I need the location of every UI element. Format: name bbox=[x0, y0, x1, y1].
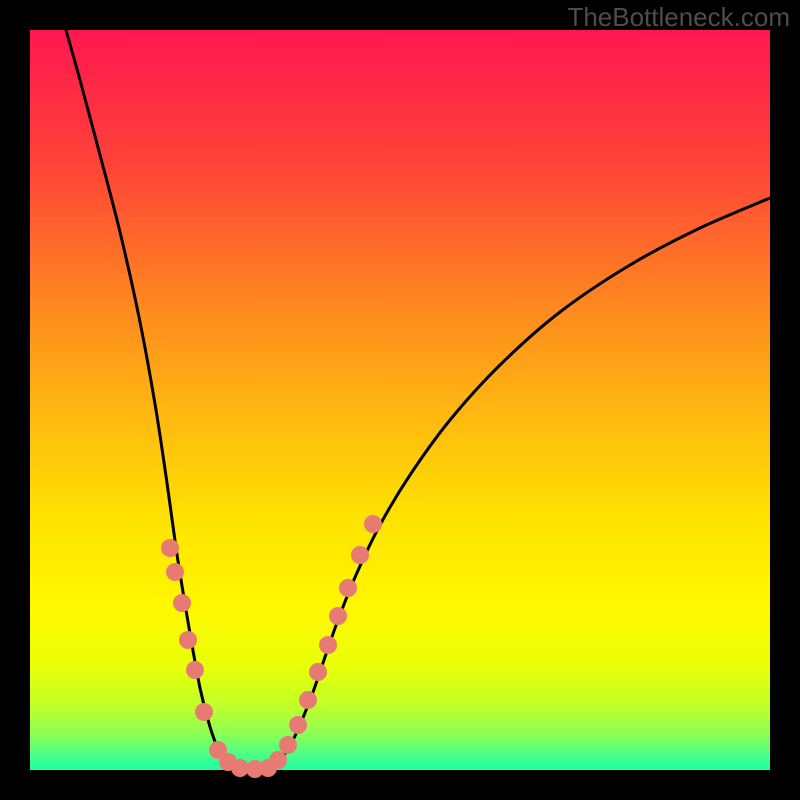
data-marker bbox=[309, 663, 327, 681]
data-marker bbox=[289, 716, 307, 734]
data-marker bbox=[351, 546, 369, 564]
data-marker bbox=[279, 736, 297, 754]
data-marker bbox=[329, 607, 347, 625]
data-marker bbox=[161, 539, 179, 557]
watermark-text: TheBottleneck.com bbox=[567, 2, 790, 33]
data-marker bbox=[319, 636, 337, 654]
data-marker bbox=[173, 594, 191, 612]
plot-background bbox=[30, 30, 770, 770]
chart-container: { "watermark": "TheBottleneck.com", "cha… bbox=[0, 0, 800, 800]
bottleneck-chart bbox=[0, 0, 800, 800]
data-marker bbox=[269, 751, 287, 769]
data-marker bbox=[299, 691, 317, 709]
data-marker bbox=[339, 579, 357, 597]
data-marker bbox=[186, 661, 204, 679]
data-marker bbox=[364, 515, 382, 533]
data-marker bbox=[166, 563, 184, 581]
data-marker bbox=[195, 703, 213, 721]
data-marker bbox=[179, 631, 197, 649]
